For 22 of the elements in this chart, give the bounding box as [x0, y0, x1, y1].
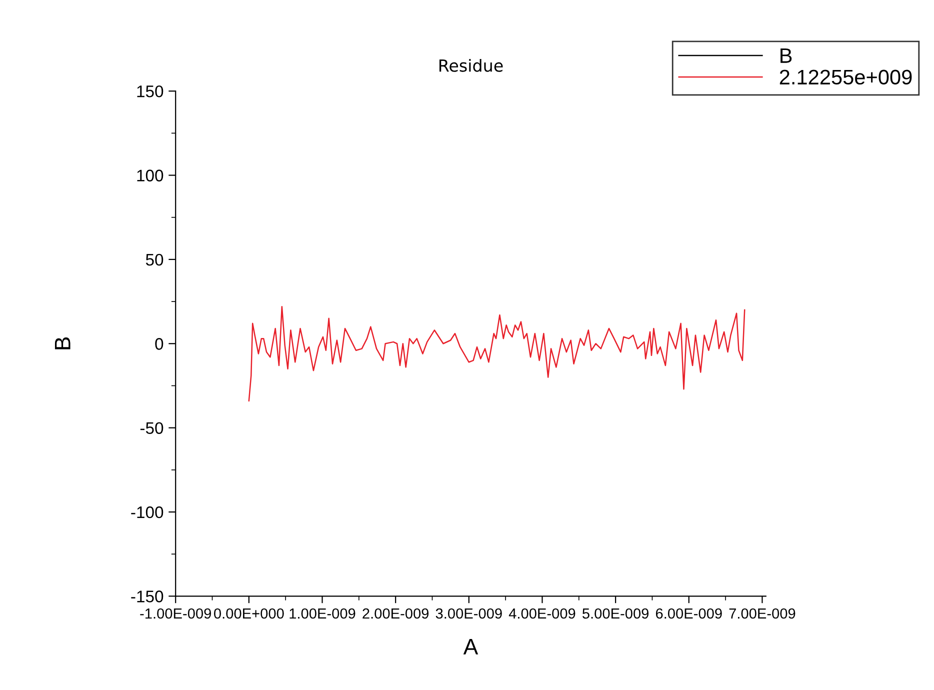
x-tick-label: 5.00E-009: [582, 608, 649, 619]
legend-label: B: [780, 48, 792, 63]
line-series: [248, 306, 746, 402]
y-tick-label: -100: [131, 506, 164, 518]
y-tick-label: -150: [131, 590, 164, 602]
y-tick-label: 50: [146, 254, 164, 266]
x-tick-label: 4.00E-009: [508, 608, 576, 619]
y-axis-title: B: [54, 337, 70, 350]
x-tick-label: 6.00E-009: [656, 608, 722, 619]
x-tick-label: 7.00E-009: [729, 608, 796, 619]
y-tick-label: -50: [140, 422, 164, 434]
x-axis-title: A: [463, 639, 478, 654]
chart-title: Residue: [439, 58, 503, 72]
x-tick-label: 0.00E+000: [214, 608, 284, 619]
x-tick-label: 3.00E-009: [436, 608, 502, 619]
x-tick-label: 2.00E-009: [362, 608, 429, 619]
y-tick-label: 100: [137, 170, 164, 182]
x-tick-label: -1.00E-009: [140, 608, 211, 619]
x-tick-label: 1.00E-009: [290, 608, 356, 619]
legend-label: 2.12255e+009: [780, 70, 912, 85]
y-tick-label: 0: [155, 338, 164, 350]
y-tick-label: 150: [137, 85, 164, 98]
